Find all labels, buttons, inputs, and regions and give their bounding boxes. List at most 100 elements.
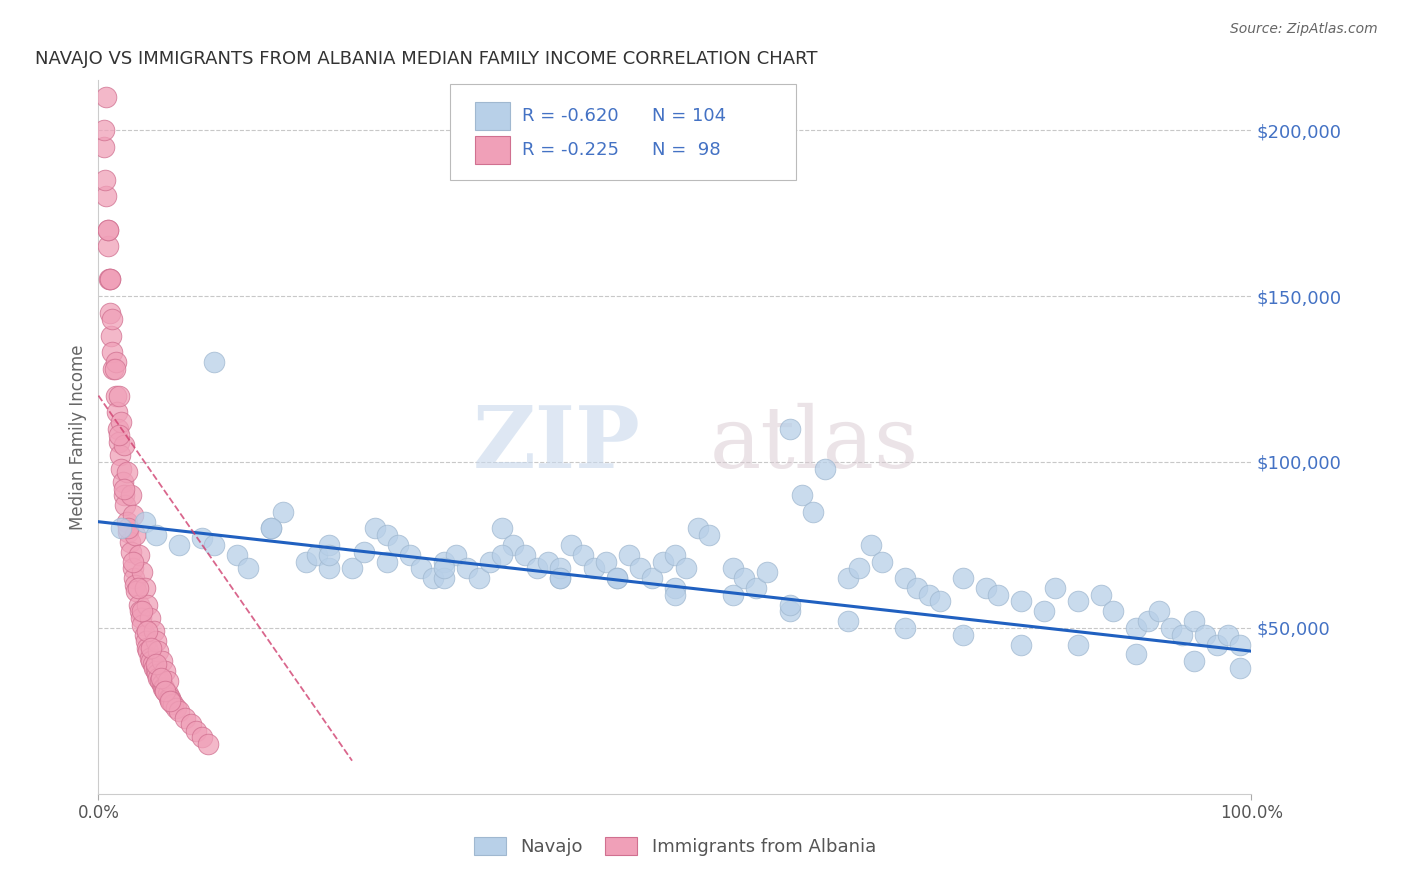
Point bbox=[108, 428, 131, 442]
Point bbox=[1032, 604, 1054, 618]
Point bbox=[1125, 648, 1147, 662]
Point bbox=[145, 528, 167, 542]
Text: atlas: atlas bbox=[710, 402, 918, 486]
Point bbox=[1182, 654, 1205, 668]
Point bbox=[145, 657, 167, 672]
Point bbox=[790, 488, 813, 502]
Point bbox=[112, 438, 135, 452]
Point bbox=[131, 604, 153, 618]
Point bbox=[141, 640, 163, 655]
Point bbox=[225, 548, 247, 562]
Point bbox=[801, 505, 824, 519]
Point bbox=[150, 654, 173, 668]
Point bbox=[641, 571, 664, 585]
Point bbox=[491, 521, 513, 535]
Point bbox=[628, 561, 651, 575]
Point bbox=[837, 571, 859, 585]
Point bbox=[98, 305, 121, 319]
Point bbox=[122, 508, 145, 522]
Point bbox=[1125, 621, 1147, 635]
Point bbox=[1067, 594, 1090, 608]
Point bbox=[537, 555, 560, 569]
Point bbox=[98, 272, 121, 286]
Point bbox=[433, 571, 456, 585]
Point bbox=[974, 581, 997, 595]
Point bbox=[145, 634, 167, 648]
Point bbox=[103, 362, 125, 376]
Point bbox=[502, 538, 524, 552]
Point bbox=[1229, 661, 1251, 675]
Point bbox=[153, 681, 176, 695]
Point bbox=[387, 538, 409, 552]
Point bbox=[97, 239, 120, 253]
Point bbox=[1182, 615, 1205, 629]
Point bbox=[779, 604, 801, 618]
Point bbox=[191, 531, 214, 545]
Point bbox=[150, 677, 173, 691]
Point bbox=[617, 548, 640, 562]
Text: R = -0.620: R = -0.620 bbox=[522, 107, 619, 125]
Point bbox=[110, 415, 132, 429]
Point bbox=[180, 717, 202, 731]
Point bbox=[97, 222, 120, 236]
Point bbox=[139, 650, 162, 665]
Text: ZIP: ZIP bbox=[472, 402, 640, 486]
Point bbox=[94, 173, 117, 187]
Point bbox=[98, 272, 121, 286]
Point bbox=[1171, 627, 1194, 641]
Point bbox=[157, 690, 180, 705]
Point bbox=[148, 644, 170, 658]
Point bbox=[479, 555, 502, 569]
Point bbox=[112, 488, 135, 502]
Point bbox=[1136, 615, 1159, 629]
Point bbox=[444, 548, 467, 562]
Point bbox=[411, 561, 433, 575]
Point bbox=[145, 664, 167, 678]
FancyBboxPatch shape bbox=[450, 84, 796, 180]
Point bbox=[307, 548, 329, 562]
Point bbox=[122, 571, 145, 585]
Point bbox=[1010, 638, 1032, 652]
Point bbox=[433, 561, 456, 575]
Point bbox=[686, 521, 709, 535]
Point bbox=[756, 565, 779, 579]
Point bbox=[174, 710, 197, 724]
Point bbox=[271, 505, 294, 519]
Point bbox=[117, 515, 139, 529]
Point bbox=[814, 461, 837, 475]
Point bbox=[848, 561, 870, 575]
Point bbox=[155, 664, 177, 678]
Point bbox=[664, 588, 686, 602]
Point bbox=[125, 584, 148, 599]
Point bbox=[197, 737, 219, 751]
Point bbox=[162, 698, 184, 712]
Point bbox=[134, 581, 156, 595]
Point bbox=[779, 598, 801, 612]
Point bbox=[929, 594, 952, 608]
Point bbox=[987, 588, 1010, 602]
Point bbox=[375, 555, 398, 569]
Legend: Navajo, Immigrants from Albania: Navajo, Immigrants from Albania bbox=[467, 830, 883, 863]
Text: NAVAJO VS IMMIGRANTS FROM ALBANIA MEDIAN FAMILY INCOME CORRELATION CHART: NAVAJO VS IMMIGRANTS FROM ALBANIA MEDIAN… bbox=[35, 50, 817, 68]
Point bbox=[160, 694, 183, 708]
Point bbox=[456, 561, 478, 575]
Point bbox=[105, 405, 128, 419]
Point bbox=[159, 690, 181, 705]
Point bbox=[127, 581, 149, 595]
Point bbox=[141, 654, 163, 668]
Point bbox=[433, 555, 456, 569]
Point bbox=[100, 329, 122, 343]
Point bbox=[110, 448, 132, 462]
Point bbox=[664, 581, 686, 595]
Point bbox=[90, 56, 112, 70]
Point bbox=[364, 521, 387, 535]
Y-axis label: Median Family Income: Median Family Income bbox=[69, 344, 87, 530]
Point bbox=[101, 312, 124, 326]
Point bbox=[159, 694, 181, 708]
Point bbox=[375, 528, 398, 542]
Point bbox=[118, 534, 141, 549]
Point bbox=[422, 571, 444, 585]
Point bbox=[111, 475, 134, 489]
Point bbox=[837, 615, 859, 629]
Point bbox=[131, 617, 153, 632]
